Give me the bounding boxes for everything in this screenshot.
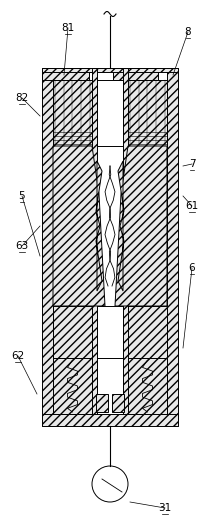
Bar (167, 68, 178, 426)
Bar (53, 80, 92, 146)
Bar (128, 80, 167, 146)
Polygon shape (96, 161, 102, 291)
Bar (96, 394, 108, 412)
Bar (53, 146, 167, 306)
Text: 82: 82 (15, 93, 29, 103)
Text: 8: 8 (185, 27, 191, 37)
Bar (42, 68, 89, 80)
Polygon shape (118, 161, 124, 291)
Polygon shape (53, 146, 105, 306)
Bar (97, 80, 123, 146)
Bar (53, 358, 92, 414)
Text: 6: 6 (189, 263, 195, 273)
Polygon shape (115, 146, 167, 306)
Bar (42, 68, 178, 72)
Bar (97, 306, 123, 358)
Text: 7: 7 (189, 159, 195, 169)
Text: 62: 62 (11, 351, 25, 361)
Bar (123, 68, 128, 426)
Bar (128, 306, 167, 358)
Bar (97, 358, 123, 414)
Bar (53, 306, 92, 358)
Text: 5: 5 (19, 191, 25, 201)
Bar (112, 394, 124, 412)
Circle shape (92, 466, 128, 502)
Bar (42, 68, 53, 426)
Text: 63: 63 (15, 241, 29, 251)
Text: 31: 31 (158, 503, 172, 513)
Bar (92, 68, 97, 426)
Text: 61: 61 (185, 201, 199, 211)
Text: 81: 81 (61, 23, 75, 33)
Bar (113, 68, 158, 80)
Bar (42, 414, 178, 426)
Bar (128, 358, 167, 414)
